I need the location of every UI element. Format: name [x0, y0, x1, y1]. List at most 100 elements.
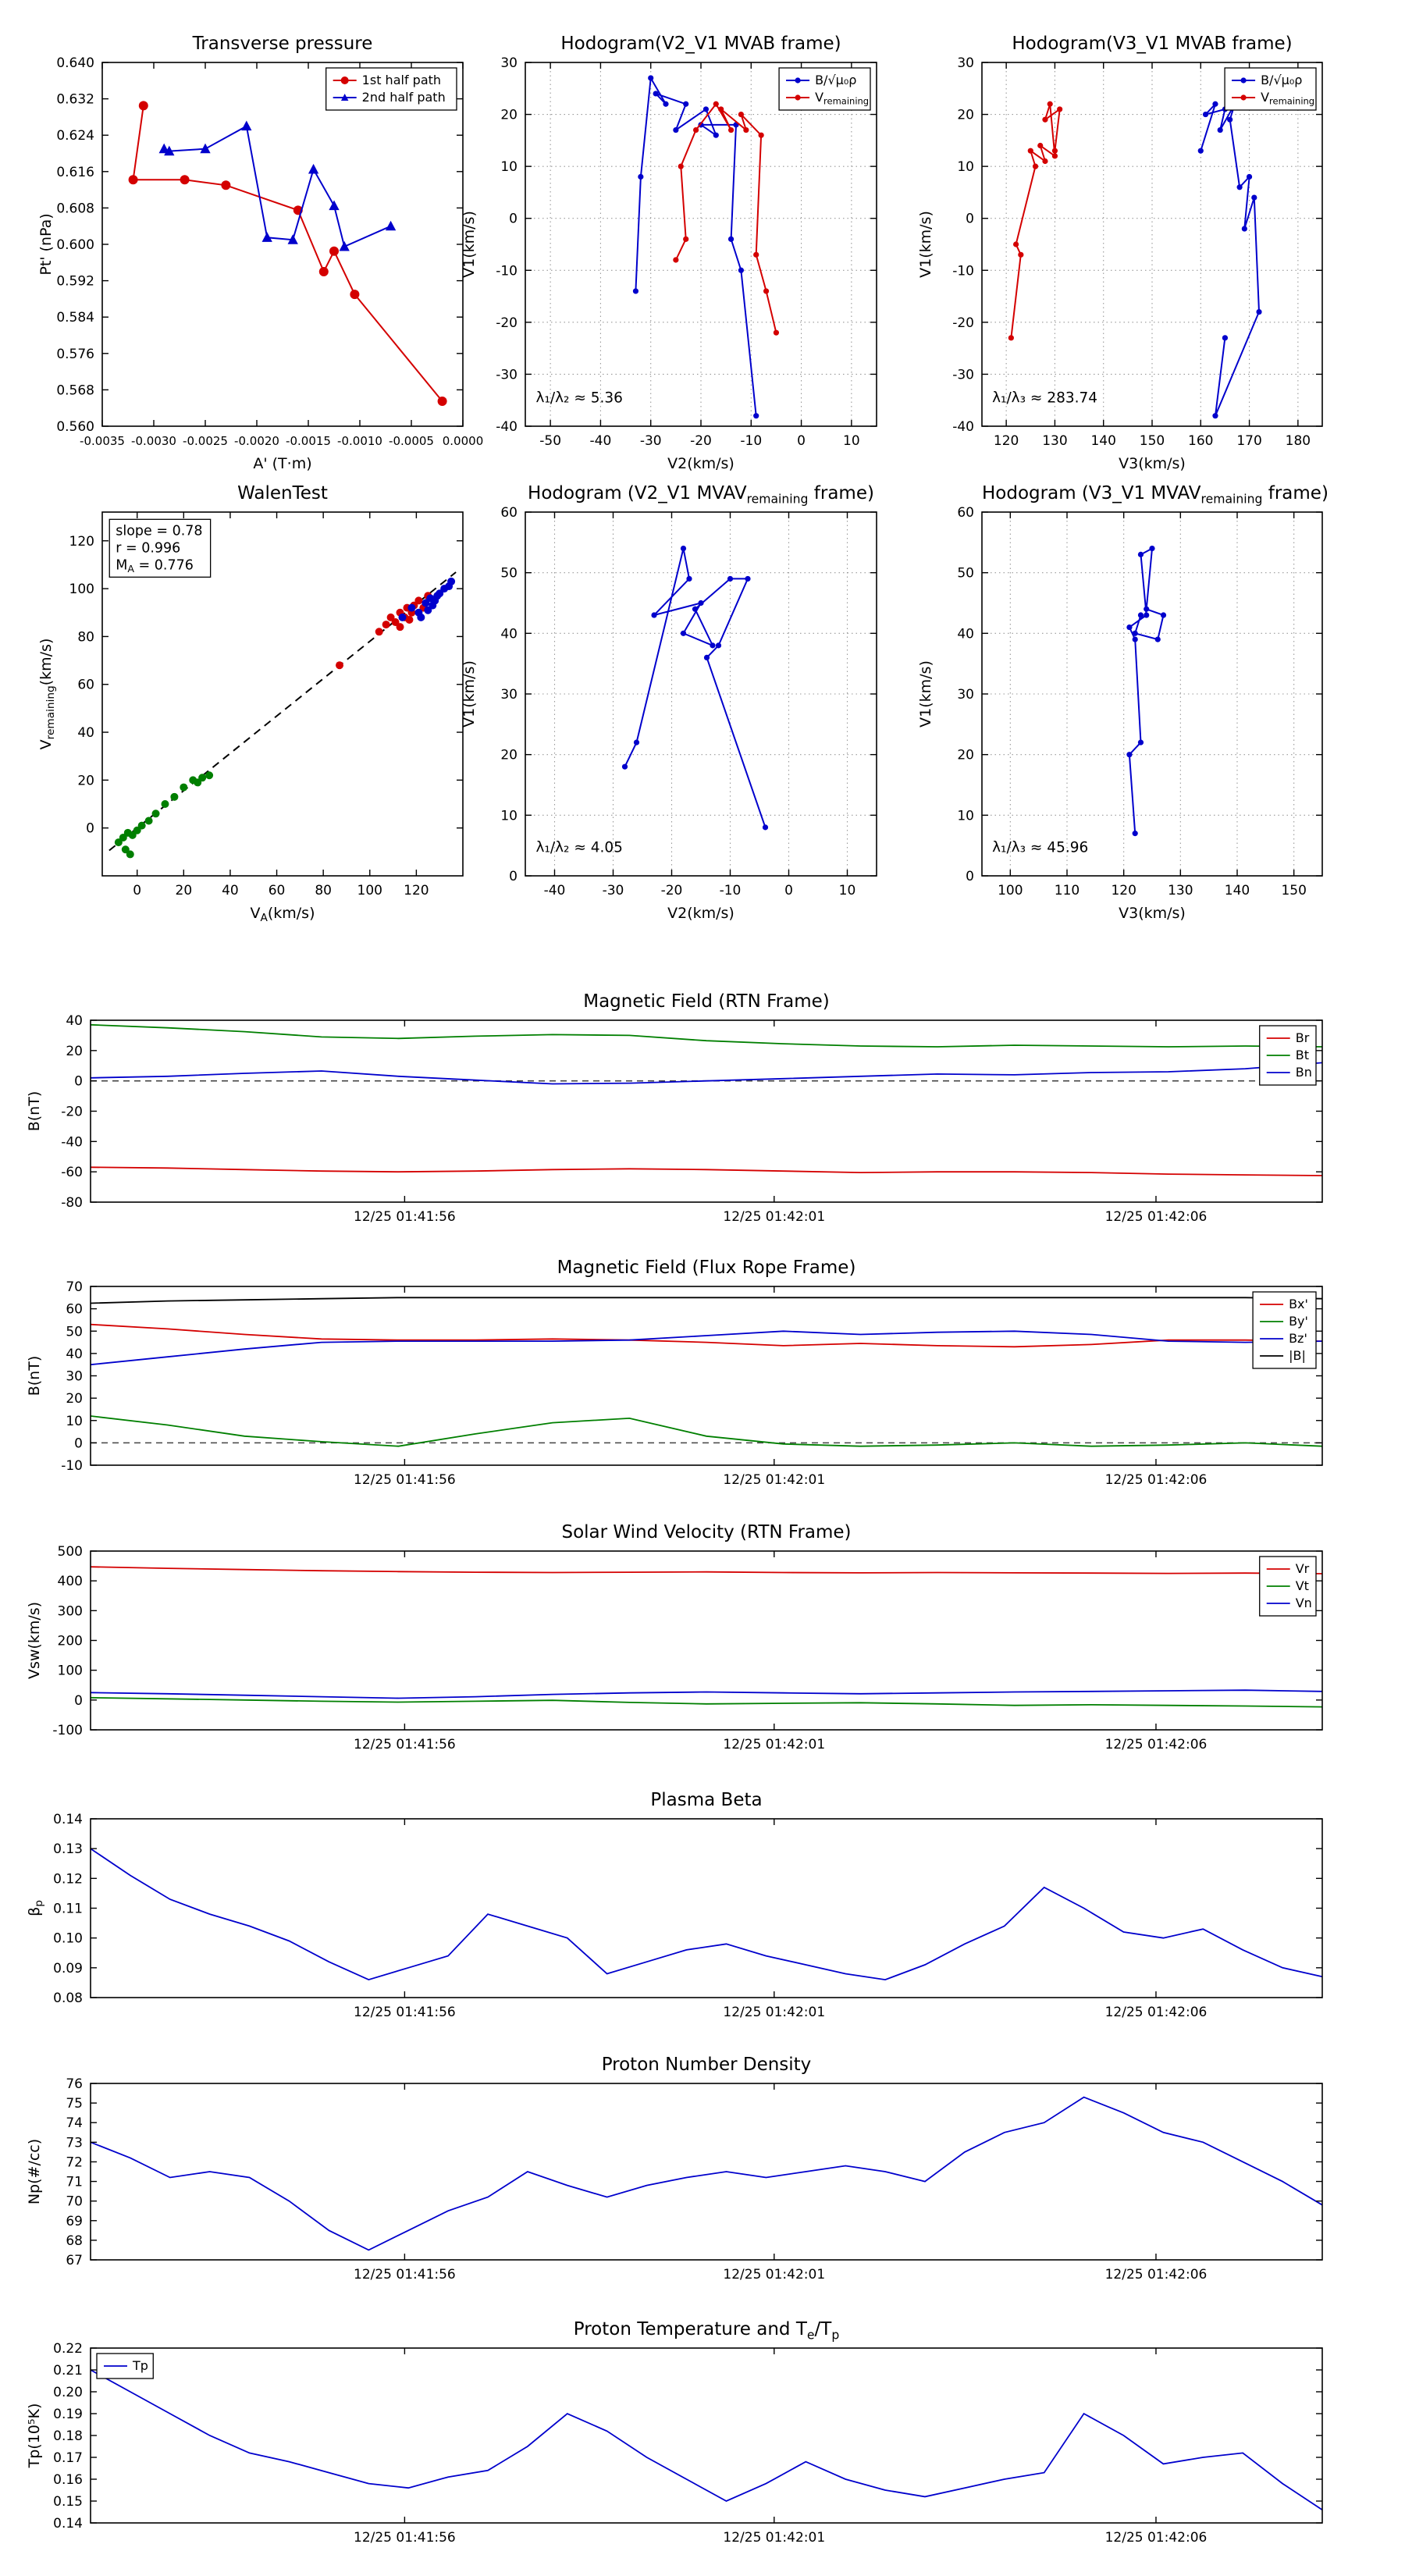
svg-text:12/25 01:42:06: 12/25 01:42:06 [1105, 1209, 1208, 1225]
svg-text:-0.0015: -0.0015 [286, 434, 331, 448]
series-bz [90, 1330, 1323, 1366]
svg-text:0.22: 0.22 [53, 2341, 83, 2357]
x-axis-label: V3(km/s) [1119, 905, 1186, 922]
chart-svg-hodogram-v3v1-mvav: 100 110 120 130 140 150 0 10 20 30 40 50 60 V3(km/s) V… [917, 505, 1323, 922]
svg-text:12/25 01:42:06: 12/25 01:42:06 [1105, 2267, 1208, 2282]
svg-text:30: 30 [957, 55, 974, 71]
svg-text:20: 20 [176, 883, 193, 898]
svg-text:12/25 01:42:01: 12/25 01:42:01 [723, 2530, 825, 2546]
svg-text:12/25 01:41:56: 12/25 01:41:56 [354, 1209, 456, 1225]
svg-text:Vremaining: Vremaining [1261, 90, 1314, 107]
chart-b-fluxrope: 12/25 01:41:56 12/25 01:42:01 12/25 01:42:… [12, 1271, 1346, 1519]
annotation: λ₁/λ₃ ≈ 283.74 [992, 390, 1097, 407]
series-vr [90, 1566, 1323, 1574]
series-v-remaining [673, 101, 780, 336]
svg-text:500: 500 [58, 1544, 83, 1560]
svg-text:0.592: 0.592 [56, 274, 94, 290]
svg-text:200: 200 [58, 1634, 83, 1649]
svg-text:20: 20 [77, 773, 94, 788]
svg-text:0.12: 0.12 [53, 1871, 83, 1887]
svg-text:-40: -40 [544, 883, 566, 898]
svg-text:12/25 01:42:06: 12/25 01:42:06 [1105, 2530, 1208, 2546]
series-2nd-half-path [158, 120, 397, 251]
series-tp [90, 2369, 1323, 2510]
chart-title-hodogram-v2v1-mvav: Hodogram (V2_V1 MVAVremaining frame) [528, 483, 874, 507]
svg-text:-0.0020: -0.0020 [234, 434, 279, 448]
svg-text:120: 120 [69, 534, 94, 550]
plot-area [90, 2096, 1323, 2251]
y-axis-label: B(nT) [26, 1356, 43, 1397]
chart-svg-hodogram-v2v1-mvab: -50 -40 -30 -20 -10 0 10 -40 -30 -20 -10 0 10 20 30 V2(… [461, 55, 877, 472]
svg-text:40: 40 [222, 883, 239, 898]
svg-text:0.08: 0.08 [53, 1991, 83, 2006]
series-bn [90, 1062, 1323, 1085]
svg-text:12/25 01:42:01: 12/25 01:42:01 [723, 1209, 825, 1225]
ticks: 12/25 01:41:56 12/25 01:42:01 12/25 01:42:… [61, 1013, 1322, 1225]
svg-text:0.584: 0.584 [56, 310, 94, 326]
legend: 1st half path 2nd half path [325, 67, 457, 111]
ticks: -0.0035 -0.0030 -0.0025 -0.0020 -0.0015 -0.00… [56, 55, 483, 448]
svg-text:100: 100 [58, 1663, 83, 1679]
svg-text:0: 0 [133, 883, 141, 898]
plot-area [108, 571, 457, 859]
chart-svg-proton-density: 12/25 01:41:56 12/25 01:42:01 12/25 01:42:… [26, 2076, 1323, 2282]
ticks: -50 -40 -30 -20 -10 0 10 -40 -30 -20 -10 0 10 20 30 [496, 55, 877, 449]
svg-text:MA = 0.776: MA = 0.776 [116, 557, 194, 575]
chart-b-rtn: 12/25 01:41:56 12/25 01:42:01 12/25 01:42:… [12, 1005, 1346, 1256]
plot-area [90, 1023, 1323, 1176]
svg-text:-10: -10 [61, 1458, 83, 1474]
series-br [90, 1166, 1323, 1176]
svg-text:10: 10 [839, 883, 856, 898]
annotation: λ₁/λ₂ ≈ 4.05 [536, 840, 623, 856]
svg-text:-60: -60 [61, 1165, 83, 1180]
svg-text:130: 130 [1042, 433, 1067, 449]
svg-text:20: 20 [66, 1391, 83, 1407]
svg-text:-40: -40 [590, 433, 612, 449]
svg-text:Bt: Bt [1296, 1048, 1309, 1062]
svg-text:-20: -20 [61, 1105, 83, 1120]
chart-plasma-beta: 12/25 01:41:56 12/25 01:42:01 12/25 01:42:… [12, 1803, 1346, 2051]
ticks: 12/25 01:41:56 12/25 01:42:01 12/25 01:42:… [66, 2076, 1322, 2282]
svg-text:12/25 01:41:56: 12/25 01:41:56 [354, 2005, 456, 2020]
svg-text:60: 60 [77, 678, 94, 693]
svg-text:-20: -20 [496, 315, 518, 331]
svg-text:30: 30 [66, 1369, 83, 1385]
svg-text:74: 74 [66, 2115, 83, 2131]
series-beta-p [90, 1848, 1323, 1981]
chart-hodogram-v2v1-mvav: -40 -30 -20 -10 0 10 0 10 20 30 40 50 60 V2(km/s) V1(k… [447, 496, 900, 930]
svg-text:10: 10 [66, 1414, 83, 1429]
chart-transverse-pressure: -0.0035 -0.0030 -0.0025 -0.0020 -0.0015 -0.00… [24, 47, 486, 480]
chart-title-transverse-pressure: Transverse pressure [192, 34, 373, 54]
svg-text:72: 72 [66, 2154, 83, 2170]
legend: B/√μ₀ρ Vremaining [778, 67, 871, 111]
svg-text:12/25 01:42:01: 12/25 01:42:01 [723, 2267, 825, 2282]
svg-text:20: 20 [957, 748, 974, 763]
svg-text:20: 20 [66, 1044, 83, 1059]
plot-area [90, 1297, 1323, 1447]
svg-text:12/25 01:42:01: 12/25 01:42:01 [723, 1737, 825, 1752]
chart-title-b-fluxrope: Magnetic Field (Flux Rope Frame) [557, 1258, 856, 1278]
svg-text:-10: -10 [720, 883, 742, 898]
ticks: -40 -30 -20 -10 0 10 0 10 20 30 40 50 60 [500, 505, 877, 898]
svg-text:λ₁/λ₃ ≈ 283.74: λ₁/λ₃ ≈ 283.74 [992, 390, 1097, 407]
y-axis-label: V1(km/s) [461, 211, 478, 278]
svg-text:100: 100 [357, 883, 382, 898]
svg-text:0.17: 0.17 [53, 2450, 83, 2466]
series-b [90, 1297, 1323, 1304]
ticks: 12/25 01:41:56 12/25 01:42:01 12/25 01:42:… [61, 1279, 1322, 1488]
svg-text:0: 0 [509, 869, 518, 884]
y-axis-label: Tp(10⁵K) [26, 2403, 43, 2469]
svg-text:Br: Br [1296, 1030, 1310, 1045]
svg-text:0.10: 0.10 [53, 1931, 83, 1947]
svg-text:-10: -10 [952, 263, 974, 279]
svg-text:-30: -30 [603, 883, 624, 898]
plot-area [90, 1848, 1323, 1981]
svg-text:0.560: 0.560 [56, 419, 94, 435]
svg-text:0: 0 [966, 869, 974, 884]
svg-text:0.20: 0.20 [53, 2385, 83, 2400]
ticks: 0 20 40 60 80 100 120 0 20 40 60 80 100 120 [69, 512, 463, 898]
svg-text:40: 40 [66, 1347, 83, 1362]
chart-svg-proton-temp: 12/25 01:41:56 12/25 01:42:01 12/25 01:42:… [26, 2341, 1323, 2546]
svg-text:12/25 01:42:06: 12/25 01:42:06 [1105, 2005, 1208, 2020]
svg-text:140: 140 [1225, 883, 1250, 898]
